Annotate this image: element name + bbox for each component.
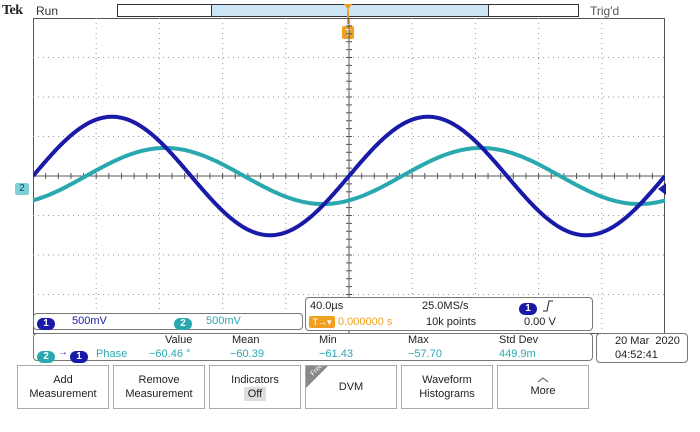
- ch2-waveform: [33, 146, 665, 206]
- button-label: DVM: [338, 381, 364, 393]
- trigger-level: 0.00 V: [524, 316, 556, 328]
- brand-logo: Tek: [2, 3, 23, 18]
- rising-edge-icon: [543, 300, 553, 312]
- button-label: Add: [53, 374, 73, 386]
- arrow-right-icon: →: [58, 347, 68, 358]
- trigger-state: Trig'd: [590, 4, 620, 18]
- more-button[interactable]: More: [497, 365, 589, 409]
- free-tag-icon: Free: [306, 366, 328, 388]
- ch1-offset-arrow-icon: [658, 183, 666, 195]
- indicators-button[interactable]: Indicators Off: [209, 365, 301, 409]
- meas-value: −60.46 °: [149, 348, 191, 360]
- indicators-state: Off: [243, 387, 267, 401]
- time: 04:52:41: [615, 349, 658, 361]
- acquisition-state: Run: [36, 4, 59, 18]
- meas-stddev: 449.9m: [499, 348, 536, 360]
- meas-mean: −60.39: [230, 348, 264, 360]
- meas-source-b-badge: 1: [70, 350, 88, 363]
- button-label: Remove: [138, 374, 180, 386]
- horizontal-trigger-panel[interactable]: 40.0µs 25.0MS/s 1 T→▾ 0.000000 s 10k poi…: [305, 297, 593, 331]
- meas-header-max: Max: [408, 334, 429, 346]
- button-label-2: Measurement: [125, 388, 193, 400]
- ch2-badge: 2: [174, 317, 192, 330]
- button-label-2: Measurement: [29, 388, 97, 400]
- ch1-waveform: [33, 114, 665, 238]
- free-tag-label: Free: [309, 366, 324, 377]
- button-label: More: [530, 385, 556, 397]
- dvm-button[interactable]: Free DVM: [305, 365, 397, 409]
- ch2-ground-marker[interactable]: 2: [15, 183, 29, 195]
- ch1-scale: 500mV: [72, 315, 107, 327]
- add-measurement-button[interactable]: Add Measurement: [17, 365, 109, 409]
- waveform-histograms-button[interactable]: Waveform Histograms: [401, 365, 493, 409]
- ch2-scale: 500mV: [206, 315, 241, 327]
- trigger-source-badge: 1: [519, 302, 537, 315]
- meas-max: −57.70: [408, 348, 442, 360]
- trigger-delay: 0.000000 s: [338, 316, 393, 328]
- button-label-2: Histograms: [419, 388, 475, 400]
- meas-header-mean: Mean: [232, 334, 260, 346]
- meas-header-value: Value: [165, 334, 193, 346]
- datetime-panel[interactable]: 20 Mar 2020 04:52:41: [596, 333, 688, 363]
- date: 20 Mar 2020: [615, 335, 680, 347]
- trigger-delay-icon: T→▾: [309, 316, 335, 328]
- waveform-graticule[interactable]: [33, 18, 665, 334]
- sample-rate: 25.0MS/s: [422, 300, 469, 312]
- more-chevron-icon: [537, 377, 549, 383]
- remove-measurement-button[interactable]: Remove Measurement: [113, 365, 205, 409]
- time-per-div: 40.0µs: [310, 300, 344, 312]
- button-label: Waveform: [422, 374, 472, 386]
- channel-scale-panel[interactable]: 1 500mV 2 500mV: [33, 313, 303, 330]
- meas-header-min: Min: [319, 334, 337, 346]
- measurement-panel[interactable]: 2 → 1 Phase Value Mean Min Max Std Dev −…: [33, 333, 593, 363]
- ch1-badge: 1: [37, 317, 55, 330]
- record-length: 10k points: [426, 316, 477, 328]
- meas-header-stddev: Std Dev: [499, 334, 539, 346]
- meas-source-a-badge: 2: [37, 350, 55, 363]
- meas-name: Phase: [96, 348, 128, 360]
- meas-min: −61.43: [319, 348, 353, 360]
- button-label: Indicators: [231, 374, 279, 386]
